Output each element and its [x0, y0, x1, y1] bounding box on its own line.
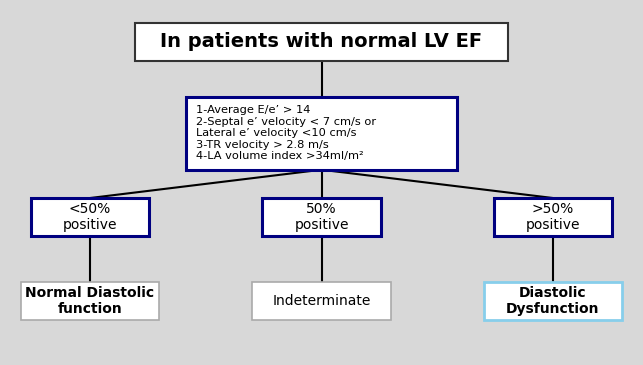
- FancyBboxPatch shape: [494, 198, 612, 237]
- FancyBboxPatch shape: [135, 23, 508, 61]
- Text: 1-Average E/e’ > 14
2-Septal e’ velocity < 7 cm/s or
Lateral e’ velocity <10 cm/: 1-Average E/e’ > 14 2-Septal e’ velocity…: [196, 105, 376, 161]
- FancyBboxPatch shape: [21, 282, 159, 320]
- FancyBboxPatch shape: [31, 198, 149, 237]
- FancyBboxPatch shape: [484, 282, 622, 320]
- FancyBboxPatch shape: [262, 198, 381, 237]
- FancyBboxPatch shape: [252, 282, 391, 320]
- Text: Indeterminate: Indeterminate: [273, 294, 370, 308]
- Text: <50%
positive: <50% positive: [63, 202, 117, 232]
- Text: In patients with normal LV EF: In patients with normal LV EF: [161, 32, 482, 51]
- Text: >50%
positive: >50% positive: [526, 202, 580, 232]
- Text: Normal Diastolic
function: Normal Diastolic function: [26, 286, 154, 316]
- Text: 50%
positive: 50% positive: [294, 202, 349, 232]
- Text: Diastolic
Dysfunction: Diastolic Dysfunction: [506, 286, 600, 316]
- FancyBboxPatch shape: [186, 97, 457, 170]
